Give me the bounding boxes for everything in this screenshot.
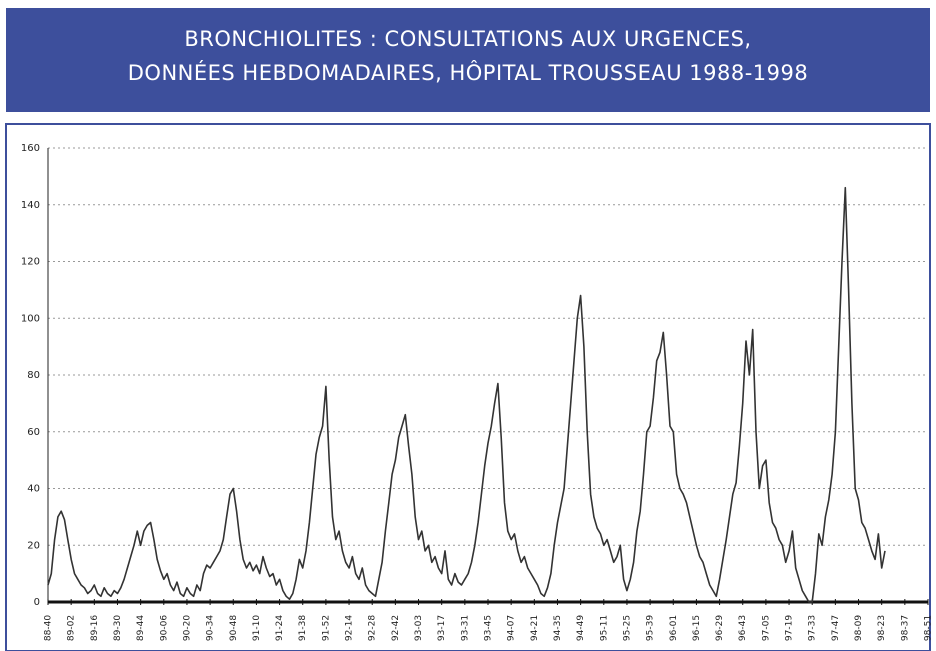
- x-tick-label: 97-47: [831, 615, 841, 641]
- x-tick-label: 89-44: [136, 615, 146, 641]
- x-tick-label: 89-16: [90, 615, 100, 641]
- x-tick-label: 91-10: [252, 615, 262, 641]
- x-tick-label: 97-33: [808, 615, 818, 641]
- x-tick-label: 90-06: [159, 615, 169, 641]
- y-tick-label: 100: [21, 313, 40, 324]
- x-tick-label: 95-39: [646, 615, 656, 641]
- chart-title: DONNÉES HEBDOMADAIRES, HÔPITAL TROUSSEAU…: [128, 60, 808, 85]
- x-tick-label: 96-15: [692, 615, 702, 641]
- x-tick-label: 93-31: [460, 615, 470, 641]
- y-tick-label: 160: [21, 143, 40, 154]
- chart-frame: [5, 123, 931, 651]
- x-tick-label: 96-29: [715, 615, 725, 641]
- x-tick-label: 94-21: [530, 615, 540, 641]
- x-tick-label: 90-48: [229, 615, 239, 641]
- chart-title: BRONCHIOLITES : CONSULTATIONS AUX URGENC…: [184, 27, 751, 51]
- y-tick-label: 140: [21, 200, 40, 211]
- x-tick-label: 93-17: [437, 615, 447, 641]
- y-tick-label: 20: [27, 540, 40, 551]
- y-tick-label: 0: [34, 597, 40, 608]
- x-tick-label: 94-35: [553, 615, 563, 641]
- x-tick-label: 95-11: [599, 615, 609, 641]
- x-tick-label: 94-49: [576, 615, 586, 641]
- y-tick-label: 80: [27, 370, 40, 381]
- x-tick-label: 92-42: [391, 615, 401, 641]
- x-tick-label: 98-51: [924, 615, 934, 641]
- x-tick-label: 92-14: [345, 615, 355, 641]
- y-tick-label: 60: [27, 427, 40, 438]
- y-tick-label: 120: [21, 257, 40, 268]
- title-banner: [6, 8, 930, 112]
- x-tick-label: 92-28: [368, 615, 378, 641]
- data-line: [47, 186, 886, 603]
- x-tick-label: 98-09: [854, 615, 864, 641]
- x-tick-label: 95-25: [622, 615, 632, 641]
- x-tick-label: 89-30: [113, 615, 123, 641]
- x-tick-label: 90-20: [182, 615, 192, 641]
- x-tick-label: 96-01: [669, 615, 679, 641]
- x-tick-label: 90-34: [206, 615, 216, 641]
- x-tick-label: 97-05: [761, 615, 771, 641]
- x-tick-label: 91-38: [298, 615, 308, 641]
- x-tick-label: 94-07: [507, 615, 517, 641]
- x-tick-label: 97-19: [785, 615, 795, 641]
- x-tick-label: 91-52: [321, 615, 331, 641]
- x-tick-label: 88-40: [44, 615, 54, 641]
- x-tick-label: 89-02: [67, 615, 77, 641]
- y-tick-label: 40: [27, 484, 40, 495]
- x-tick-label: 98-37: [900, 615, 910, 641]
- x-tick-label: 93-45: [484, 615, 494, 641]
- x-tick-label: 98-23: [877, 615, 887, 641]
- x-tick-label: 91-24: [275, 615, 285, 641]
- x-tick-label: 93-03: [414, 615, 424, 641]
- x-tick-label: 96-43: [738, 615, 748, 641]
